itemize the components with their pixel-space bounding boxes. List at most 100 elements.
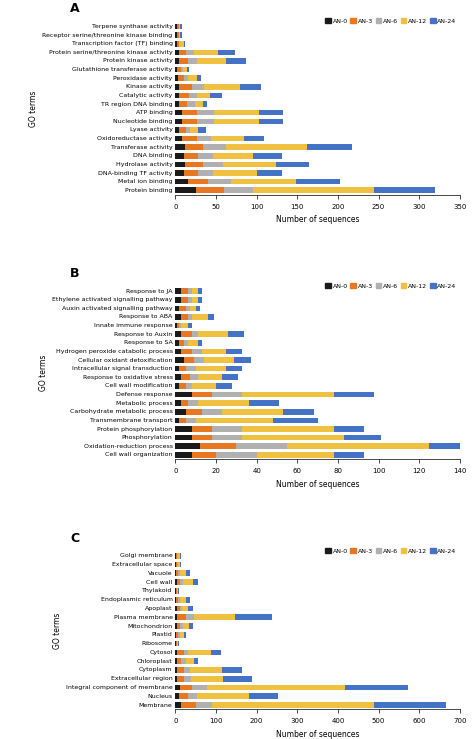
Bar: [259, 118, 283, 124]
Bar: [211, 136, 244, 141]
Bar: [198, 401, 248, 406]
Bar: [178, 75, 184, 81]
Bar: [175, 392, 191, 398]
Bar: [195, 101, 203, 107]
Bar: [187, 101, 195, 107]
Bar: [194, 614, 235, 620]
Bar: [180, 33, 182, 38]
Bar: [194, 50, 219, 55]
Bar: [185, 658, 194, 664]
Bar: [273, 418, 318, 423]
Bar: [180, 24, 182, 30]
Bar: [212, 392, 242, 398]
Bar: [182, 297, 188, 302]
Bar: [180, 41, 183, 47]
Bar: [223, 162, 276, 167]
Bar: [180, 579, 183, 585]
Bar: [177, 33, 179, 38]
Bar: [196, 305, 200, 311]
Bar: [175, 383, 180, 389]
Bar: [191, 331, 198, 337]
Bar: [180, 305, 185, 311]
Bar: [175, 84, 180, 89]
Bar: [175, 305, 180, 311]
Bar: [189, 92, 197, 98]
Bar: [182, 67, 187, 72]
Bar: [177, 562, 178, 568]
Bar: [211, 650, 221, 655]
Bar: [175, 153, 183, 159]
Bar: [200, 443, 237, 449]
Bar: [191, 435, 212, 440]
Bar: [213, 153, 254, 159]
Bar: [176, 588, 177, 593]
Bar: [175, 571, 176, 576]
Bar: [175, 632, 176, 638]
Bar: [185, 144, 203, 150]
Bar: [198, 170, 213, 176]
Bar: [175, 24, 177, 30]
Bar: [175, 623, 177, 629]
Bar: [183, 650, 188, 655]
Bar: [180, 632, 183, 638]
Bar: [175, 667, 177, 672]
Bar: [177, 323, 180, 328]
Bar: [180, 323, 182, 328]
Bar: [198, 375, 222, 380]
Bar: [185, 418, 196, 423]
Bar: [249, 693, 278, 699]
Bar: [175, 188, 196, 193]
Bar: [334, 452, 365, 457]
Bar: [197, 110, 214, 115]
Bar: [175, 331, 182, 337]
Bar: [177, 676, 183, 681]
Bar: [175, 702, 182, 708]
Bar: [175, 443, 200, 449]
Bar: [182, 375, 190, 380]
Bar: [175, 366, 180, 372]
Bar: [175, 606, 177, 611]
Bar: [191, 84, 204, 89]
Bar: [191, 288, 198, 294]
Bar: [175, 162, 185, 167]
Bar: [175, 452, 191, 457]
Bar: [207, 684, 345, 690]
Bar: [177, 650, 183, 655]
Bar: [175, 349, 182, 354]
Bar: [180, 50, 186, 55]
Bar: [182, 136, 197, 141]
Bar: [222, 375, 238, 380]
Bar: [198, 127, 206, 133]
Bar: [196, 188, 224, 193]
Bar: [198, 297, 202, 302]
Bar: [253, 188, 374, 193]
Bar: [191, 383, 216, 389]
Bar: [180, 562, 181, 568]
Bar: [175, 92, 180, 98]
Bar: [175, 693, 180, 699]
Bar: [180, 606, 182, 611]
Bar: [183, 623, 189, 629]
Bar: [183, 579, 193, 585]
Bar: [181, 67, 182, 72]
Bar: [175, 314, 182, 320]
Bar: [177, 658, 182, 664]
Bar: [176, 632, 178, 638]
Bar: [188, 401, 198, 406]
Bar: [175, 597, 176, 602]
Bar: [179, 24, 180, 30]
Bar: [175, 650, 177, 655]
Bar: [177, 67, 181, 72]
Bar: [192, 684, 207, 690]
Bar: [185, 409, 202, 415]
Bar: [182, 702, 196, 708]
Bar: [176, 553, 177, 559]
X-axis label: Number of sequences: Number of sequences: [276, 215, 359, 224]
Bar: [188, 314, 191, 320]
Bar: [235, 614, 272, 620]
Bar: [177, 579, 180, 585]
Bar: [182, 323, 188, 328]
Bar: [296, 179, 340, 185]
Bar: [188, 179, 208, 185]
Bar: [187, 67, 189, 72]
